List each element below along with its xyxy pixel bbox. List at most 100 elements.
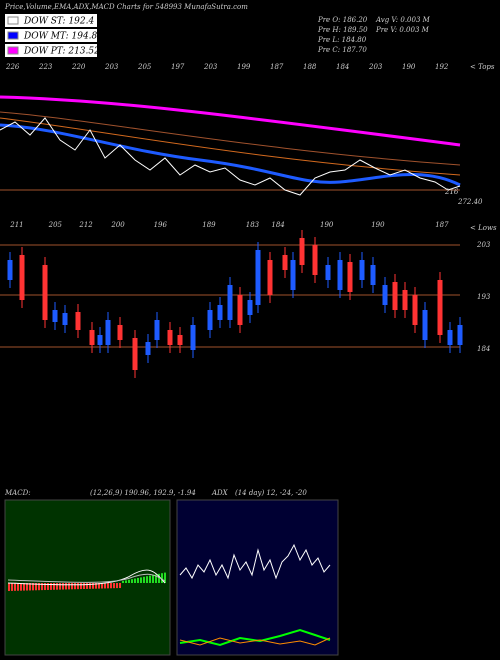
candle-body [422,310,428,340]
macd-bar [92,583,94,589]
macd-bars [8,572,166,591]
signal-line [7,573,166,583]
candle-body [75,312,81,330]
low-label: 189 [202,221,216,229]
macd-panel [4,499,171,656]
info-open: Pre O: 186.20 [317,16,368,24]
candle-body [105,320,111,345]
info-close: Pre C: 187.70 [317,46,367,54]
macd-bar [47,583,49,590]
macd-bar [35,583,37,591]
macd-bar [53,583,55,590]
low-label: 196 [154,221,168,229]
macd-bar [68,583,70,590]
macd-bar [134,578,136,583]
top-label: 199 [237,63,251,71]
info-high: Pre H: 189.50 [317,26,368,34]
candle-body [402,290,408,310]
right-label: 272.40 [457,198,483,206]
top-label: 184 [336,63,349,71]
candle-body [299,238,305,265]
candle-body [447,330,453,345]
ema-line [0,117,461,176]
macd-bar [44,583,46,591]
legend-box [5,14,97,27]
candle-body [154,320,160,340]
candle-body [337,260,343,290]
macd-bar [65,583,67,590]
candle-body [392,282,398,310]
macd-bar [146,576,148,583]
macd-bar [71,583,73,590]
candle-body [132,338,138,370]
top-label: 203 [368,63,383,71]
macd-bar [137,578,139,583]
macd-bar [80,583,82,590]
low-label: 212 [78,221,93,229]
candle-body [7,260,13,280]
legend-swatch [7,46,19,55]
low-label: 190 [371,221,385,229]
top-label: 188 [303,63,317,71]
right-label: 193 [477,293,491,301]
macd-bar [95,583,97,589]
minus-di-line [179,637,331,646]
low-label: 190 [320,221,334,229]
candle-body [190,325,196,350]
legend-box [5,44,97,57]
low-label: 187 [435,221,449,229]
macd-bar [152,575,154,583]
candle-body [382,285,388,305]
adx-values: (14 day) 12, -24, -20 [235,489,307,497]
top-label: 205 [137,63,152,71]
candle-body [370,265,376,285]
macd-bar [17,583,19,591]
legend-label: DOW PT: 213.52 [23,47,100,57]
price-line [0,117,461,196]
low-label: 205 [48,221,63,229]
legend-box [5,29,97,42]
macd-line [7,569,166,586]
candle-body [290,260,296,290]
macd-bar [77,583,79,590]
candle-body [255,250,261,305]
info-avg-volume: Avg V: 0.003 M [375,16,431,24]
candle-body [42,265,48,320]
candle-body [89,330,95,345]
macd-bar [140,577,142,583]
info-low: Pre L: 184.80 [317,36,367,44]
macd-bar [74,583,76,590]
macd-bar [8,583,10,591]
candle-body [217,305,223,320]
macd-bar [155,574,157,583]
top-label: 192 [435,63,449,71]
macd-bar [38,583,40,591]
macd-bar [107,583,109,589]
candle-body [347,262,353,292]
legend-label: DOW ST: 192.4 [23,17,94,27]
candle-body [207,310,213,330]
macd-bar [158,573,160,583]
macd-bar [149,575,151,583]
legend-label: DOW MT: 194.82 [23,32,103,42]
macd-bar [59,583,61,590]
plus-di-line [179,628,331,647]
macd-bar [164,572,166,583]
candle-body [312,245,318,275]
macd-bar [131,579,133,583]
candle-body [237,295,243,325]
candle-body [52,310,58,322]
macd-bar [86,583,88,589]
candle-body [437,280,443,335]
macd-bar [11,583,13,591]
macd-bar [101,583,103,589]
macd-bar [62,583,64,590]
candle-body [177,335,183,345]
macd-bar [98,583,100,589]
right-label: 216 [444,188,459,196]
macd-bar [26,583,28,591]
top-label: 190 [402,63,416,71]
macd-bar [32,583,34,591]
candle-body [97,335,103,345]
